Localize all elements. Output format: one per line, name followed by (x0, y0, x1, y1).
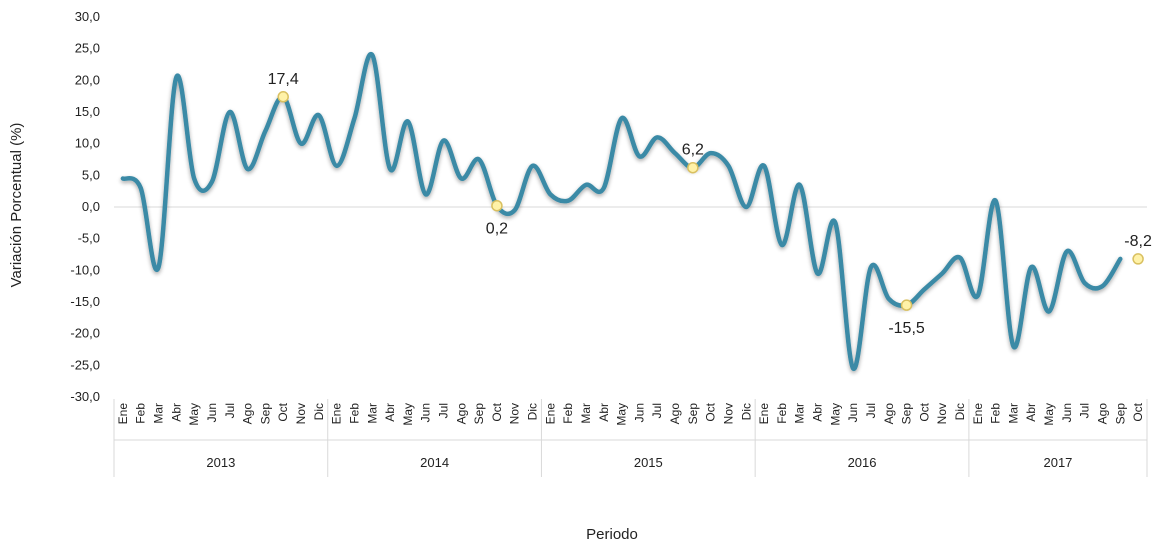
y-axis-title: Variación Porcentual (%) (8, 123, 25, 288)
x-tick-label: Nov (935, 403, 949, 424)
x-tick-label: Jul (436, 403, 450, 418)
y-tick-label: 20,0 (75, 72, 100, 87)
x-tick-label: Abr (811, 403, 825, 422)
x-tick-label: Dic (312, 403, 326, 420)
x-tick-label: Jul (223, 403, 237, 418)
x-tick-label: Jul (650, 403, 664, 418)
x-tick-label: Ene (757, 403, 771, 425)
y-tick-label: -10,0 (70, 262, 100, 277)
highlight-point (277, 91, 289, 103)
x-tick-label: Jun (632, 403, 646, 422)
y-tick-label: 15,0 (75, 104, 100, 119)
x-tick-label: Oct (1131, 402, 1145, 421)
y-tick-label: -30,0 (70, 389, 100, 404)
x-tick-label: Oct (276, 402, 290, 421)
x-tick-label: Feb (561, 403, 575, 424)
x-tick-label: Ago (241, 403, 255, 425)
year-label: 2015 (634, 455, 663, 470)
x-tick-label: Abr (383, 403, 397, 422)
y-tick-label: 0,0 (82, 199, 100, 214)
x-tick-label: Ene (543, 403, 557, 425)
x-tick-label: Dic (526, 403, 540, 420)
x-tick-label: Nov (294, 403, 308, 424)
x-tick-label: Oct (704, 402, 718, 421)
x-tick-label: Jun (846, 403, 860, 422)
y-tick-label: 5,0 (82, 167, 100, 182)
x-tick-label: Jul (864, 403, 878, 418)
x-tick-label: Mar (152, 403, 166, 424)
y-tick-label: -25,0 (70, 357, 100, 372)
annotations: 17,4 0,2 6,2 -15,5 -8,2 (268, 71, 1152, 337)
x-tick-label: May (828, 403, 842, 426)
x-tick-label: Ene (971, 403, 985, 425)
x-tick-label: Feb (775, 403, 789, 424)
x-tick-label: Abr (169, 403, 183, 422)
x-tick-label: Oct (490, 402, 504, 421)
x-tick-label: Abr (597, 403, 611, 422)
x-tick-label: Feb (347, 403, 361, 424)
series-line (120, 51, 1123, 371)
y-tick-label: -20,0 (70, 326, 100, 341)
x-tick-label: May (401, 403, 415, 426)
x-tick-label: May (1042, 403, 1056, 426)
year-label: 2016 (848, 455, 877, 470)
highlight-point (491, 199, 503, 212)
x-tick-label: Sep (900, 403, 914, 425)
x-tick-label: Sep (472, 403, 486, 425)
x-tick-label: Ago (882, 403, 896, 425)
highlight-point (900, 299, 913, 311)
year-label: 2013 (206, 455, 235, 470)
x-tick-label: Mar (365, 403, 379, 424)
year-label: 2014 (420, 455, 449, 470)
year-label: 2017 (1043, 455, 1072, 470)
x-tick-label: Ene (330, 403, 344, 425)
highlight-point (1132, 253, 1144, 265)
y-tick-label: 30,0 (75, 9, 100, 24)
x-tick-label: Abr (1024, 403, 1038, 422)
x-tick-label: Dic (739, 403, 753, 420)
x-tick-label: Ago (668, 403, 682, 425)
y-tick-label: 25,0 (75, 41, 100, 56)
x-tick-label: Jun (205, 403, 219, 422)
data-label: 0,2 (486, 221, 508, 238)
x-tick-label: Mar (579, 403, 593, 424)
x-tick-label: Sep (1113, 403, 1127, 425)
x-tick-label: Feb (989, 403, 1003, 424)
x-tick-label: Nov (721, 403, 735, 424)
x-tick-label: May (615, 403, 629, 426)
x-tick-label: Nov (508, 403, 522, 424)
x-tick-label: Sep (258, 403, 272, 425)
data-label: 17,4 (268, 71, 299, 88)
x-axis-title: Periodo (586, 526, 638, 543)
data-label: 6,2 (682, 142, 704, 159)
x-tick-label: Mar (793, 403, 807, 424)
data-label: -15,5 (888, 320, 925, 337)
x-tick-label: Ago (1095, 403, 1109, 425)
x-tick-label: Jun (419, 403, 433, 422)
x-tick-label: Mar (1006, 403, 1020, 424)
y-axis-ticks: 30,0 25,0 20,0 15,0 10,0 5,0 0,0 -5,0 -10,0 -15,0… (70, 9, 100, 404)
x-tick-label: Ene (116, 403, 130, 425)
highlight-point (687, 161, 699, 174)
y-tick-label: -15,0 (70, 294, 100, 309)
x-tick-label: Jul (1078, 403, 1092, 418)
data-label: -8,2 (1124, 233, 1152, 250)
x-tick-label: Feb (134, 403, 148, 424)
y-tick-label: -5,0 (78, 231, 100, 246)
x-tick-label: Sep (686, 403, 700, 425)
y-tick-label: 10,0 (75, 136, 100, 151)
x-tick-label: Jun (1060, 403, 1074, 422)
x-tick-label: Dic (953, 403, 967, 420)
year-axis: 2013 2014 2015 2016 2017 (113, 399, 1148, 477)
x-tick-label: May (187, 403, 201, 426)
x-tick-label: Oct (917, 402, 931, 421)
x-axis-ticks: Ene Feb Mar Abr May Jun Jul Ago Sep Oct Nov Dic Ene F… (116, 402, 1145, 425)
x-tick-label: Ago (454, 403, 468, 425)
